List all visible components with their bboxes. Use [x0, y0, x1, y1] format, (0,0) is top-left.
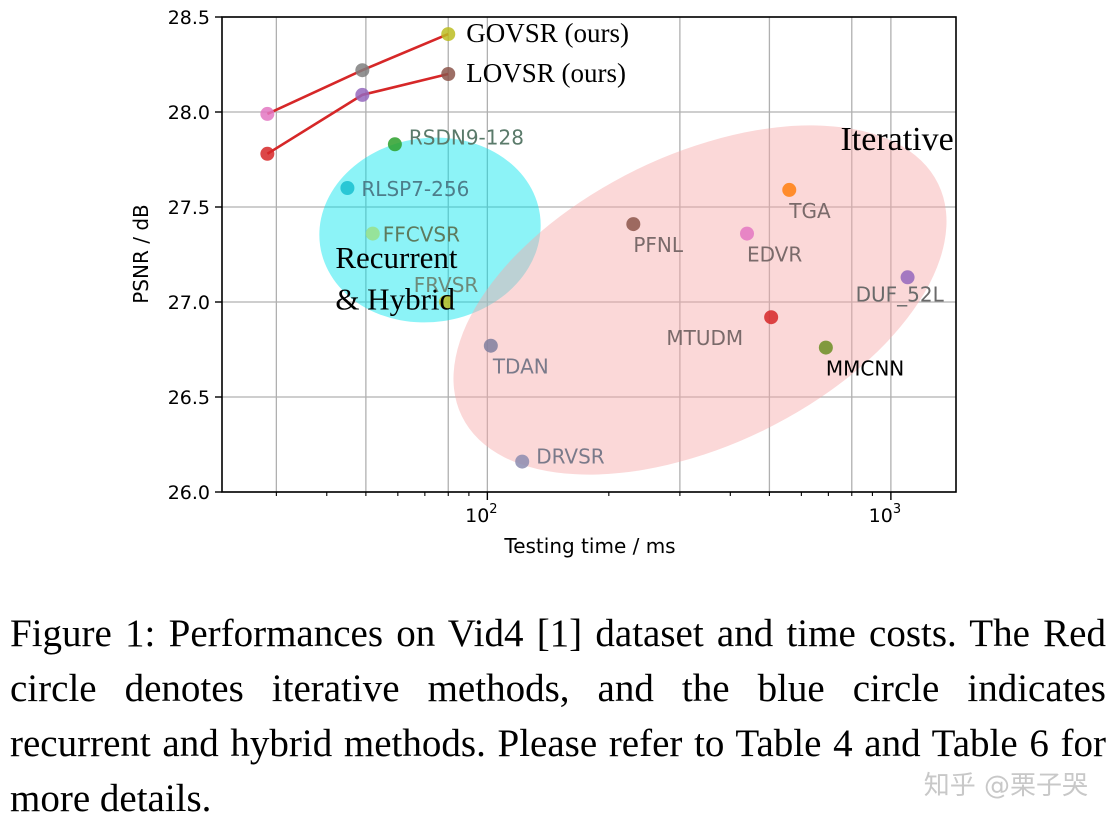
- x-tick-exponent: 3: [893, 502, 901, 517]
- point-drvsr: [515, 454, 530, 469]
- point-tdan: [483, 338, 498, 353]
- annotation-iterative: Iterative: [840, 121, 953, 158]
- point-pfnl: [626, 217, 641, 232]
- point-edvr: [740, 226, 755, 241]
- point-label: GOVSR (ours): [466, 18, 629, 48]
- point-tga: [782, 182, 797, 197]
- x-tick-base: 10: [465, 505, 489, 527]
- cluster-regions: [319, 125, 947, 475]
- y-axis-label: PSNR / dB: [129, 204, 153, 303]
- point-label: PFNL: [633, 233, 684, 257]
- y-tick-label: 28.5: [168, 7, 210, 29]
- y-tick-label: 27.0: [168, 292, 210, 314]
- point-label: TDAN: [492, 355, 549, 379]
- region-iterative: [453, 125, 947, 475]
- point-label: TGA: [788, 199, 831, 223]
- point-rlsp7-256: [340, 181, 355, 195]
- point-rsdn9-128: [387, 137, 402, 152]
- point-label: FFCVSR: [383, 223, 460, 247]
- point-label: DUF_52L: [856, 282, 945, 306]
- x-tick-base: 10: [869, 505, 893, 527]
- point-unlabeled: [355, 87, 370, 102]
- y-tick-label: 26.0: [168, 482, 210, 504]
- point-frvsr: [439, 295, 454, 309]
- point-ffcvsr: [365, 226, 380, 241]
- point-govsr-ours: [441, 27, 456, 42]
- figure-caption: Figure 1: Performances on Vid4 [1] datas…: [10, 612, 1106, 820]
- x-tick-label: 102: [465, 502, 497, 527]
- point-label: RLSP7-256: [361, 177, 469, 201]
- x-tick-exponent: 2: [489, 502, 497, 517]
- point-unlabeled: [260, 146, 275, 161]
- point-label: RSDN9-128: [409, 125, 524, 149]
- point-unlabeled: [260, 106, 275, 121]
- point-label: FRVSR: [414, 273, 479, 297]
- point-label: DRVSR: [536, 445, 605, 469]
- point-labels: GOVSR (ours) LOVSR (ours) RSDN9-128 RLSP7-2…: [361, 18, 944, 469]
- point-duf-52l: [900, 270, 915, 285]
- annotation-hybrid: & Hybrid: [335, 282, 455, 317]
- point-lovsr-ours: [441, 67, 456, 81]
- plot-frame: [221, 16, 957, 493]
- data-points: [260, 27, 915, 469]
- y-tick-label: 27.5: [168, 197, 210, 219]
- figure-chart: GOVSR (ours) LOVSR (ours) RSDN9-128 RLSP7-2…: [129, 7, 957, 558]
- point-mtudm: [764, 310, 779, 325]
- region-recurrent-hybrid: [319, 137, 541, 323]
- x-axis-label: Testing time / ms: [503, 534, 675, 558]
- point-unlabeled: [355, 63, 370, 78]
- point-mmcnn: [818, 340, 833, 355]
- watermark: 知乎 @栗子哭: [923, 771, 1088, 801]
- point-label: LOVSR (ours): [466, 58, 626, 88]
- point-label: MTUDM: [666, 326, 743, 350]
- y-tick-label: 26.5: [168, 387, 210, 409]
- point-label: EDVR: [747, 243, 802, 267]
- annotation-recurrent: Recurrent: [335, 240, 458, 275]
- annotations: Iterative Recurrent & Hybrid: [335, 121, 953, 317]
- y-tick-label: 28.0: [168, 102, 210, 124]
- x-tick-label: 103: [869, 502, 901, 527]
- point-label: MMCNN: [826, 357, 904, 381]
